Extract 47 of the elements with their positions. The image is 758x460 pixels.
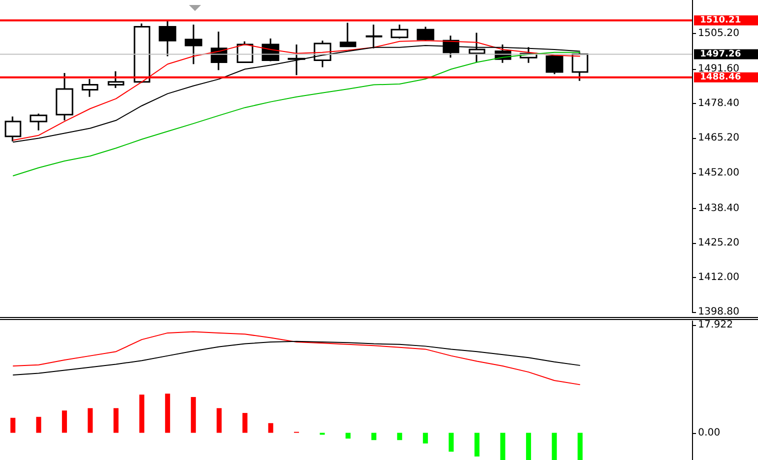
y-tick-label: 1465.20 — [698, 132, 740, 144]
bar — [448, 432, 454, 452]
ref-line-label: 1510.21 — [700, 15, 741, 26]
line-series — [12, 340, 581, 376]
y-tick-label: 1452.00 — [698, 167, 740, 178]
candlestick — [340, 22, 356, 48]
bar — [190, 397, 196, 433]
y-tick-label: 17.922 — [698, 320, 733, 330]
ref-line-label: 1488.46 — [700, 72, 741, 82]
bar — [474, 432, 480, 457]
bar — [526, 432, 532, 460]
y-tick-label: 1478.40 — [698, 98, 740, 110]
candlestick — [82, 78, 98, 98]
y-tick-label: 1438.40 — [698, 202, 740, 214]
bar — [268, 423, 274, 433]
candlestick — [134, 22, 150, 83]
candlestick — [158, 20, 176, 58]
bar — [216, 408, 222, 433]
y-tick-label: 1398.80 — [698, 306, 740, 318]
ref-line-label: 1497.26 — [700, 49, 741, 60]
bar — [500, 432, 506, 460]
bar — [165, 394, 170, 433]
y-tick-label: 0.00 — [698, 427, 720, 438]
bar — [578, 432, 583, 460]
candlestick — [416, 26, 434, 42]
bar — [139, 394, 144, 433]
bar — [62, 410, 67, 433]
bar — [114, 408, 119, 433]
line-series — [12, 52, 581, 176]
candlestick — [184, 24, 202, 65]
bar — [36, 416, 42, 433]
bar — [422, 432, 428, 444]
candlestick — [30, 112, 48, 132]
bar — [242, 412, 248, 433]
bar — [552, 432, 557, 460]
y-tick-label: 1505.20 — [698, 28, 740, 40]
candlestick — [546, 56, 564, 75]
bar — [88, 408, 93, 433]
y-tick-label: 1412.00 — [698, 272, 740, 283]
y-tick-label: 1425.20 — [698, 237, 740, 248]
line-series — [12, 331, 581, 386]
bar — [397, 432, 402, 440]
candlestick — [390, 24, 408, 40]
bar — [346, 432, 351, 439]
bar — [10, 418, 16, 433]
candlestick — [56, 72, 74, 122]
bar — [371, 432, 376, 440]
